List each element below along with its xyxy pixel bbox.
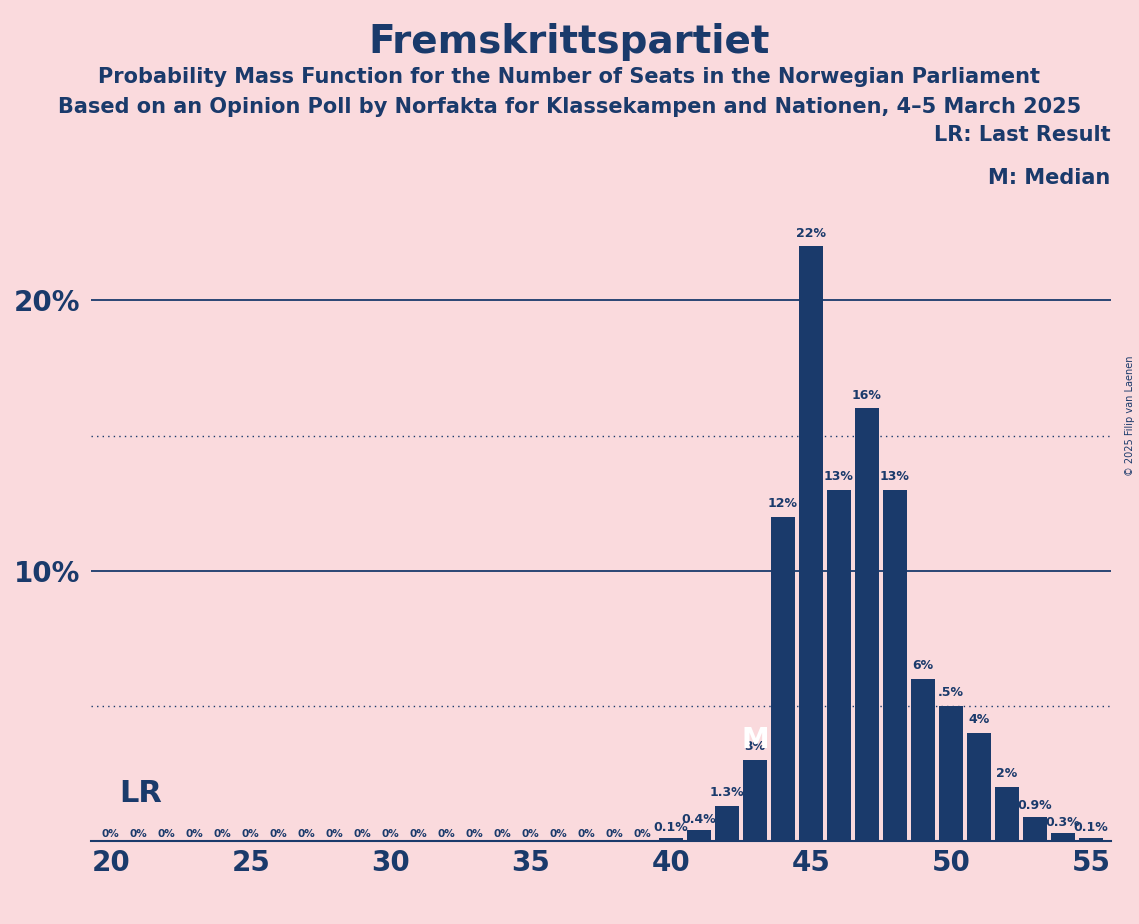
Text: 0%: 0% (494, 830, 511, 840)
Text: 13%: 13% (880, 469, 910, 482)
Bar (995, 787, 1018, 841)
Bar (855, 408, 879, 841)
Text: 0%: 0% (634, 830, 652, 840)
Text: M: M (741, 726, 769, 754)
Text: 0.9%: 0.9% (1017, 799, 1052, 812)
Text: 0%: 0% (522, 830, 540, 840)
Text: 0%: 0% (130, 830, 148, 840)
Text: LR: LR (120, 780, 162, 808)
Text: 0%: 0% (270, 830, 288, 840)
Text: 0.4%: 0.4% (681, 813, 716, 826)
Text: 0%: 0% (382, 830, 400, 840)
Text: 16%: 16% (852, 389, 882, 402)
Text: Probability Mass Function for the Number of Seats in the Norwegian Parliament: Probability Mass Function for the Number… (98, 67, 1041, 87)
Text: 0%: 0% (354, 830, 371, 840)
Bar (659, 838, 682, 841)
Text: 12%: 12% (768, 497, 797, 510)
Bar (1023, 817, 1047, 841)
Text: 0%: 0% (550, 830, 567, 840)
Bar (743, 760, 767, 841)
Bar (1051, 833, 1075, 841)
Text: 0%: 0% (101, 830, 120, 840)
Text: 2%: 2% (997, 767, 1017, 780)
Bar (1079, 838, 1103, 841)
Bar (798, 247, 822, 841)
Text: 0%: 0% (577, 830, 596, 840)
Text: © 2025 Filip van Laenen: © 2025 Filip van Laenen (1125, 356, 1134, 476)
Bar (967, 733, 991, 841)
Bar (939, 706, 962, 841)
Text: 13%: 13% (823, 469, 854, 482)
Text: 0%: 0% (437, 830, 456, 840)
Bar (911, 679, 935, 841)
Text: 0%: 0% (606, 830, 624, 840)
Text: 0%: 0% (410, 830, 427, 840)
Text: 0.3%: 0.3% (1046, 816, 1080, 829)
Text: 3%: 3% (744, 740, 765, 753)
Text: 0%: 0% (186, 830, 204, 840)
Text: 0%: 0% (466, 830, 484, 840)
Bar (687, 830, 711, 841)
Text: M: Median: M: Median (989, 168, 1111, 188)
Text: 4%: 4% (968, 713, 990, 726)
Text: 22%: 22% (796, 226, 826, 239)
Text: 0%: 0% (298, 830, 316, 840)
Text: 0.1%: 0.1% (654, 821, 688, 834)
Bar (771, 517, 795, 841)
Bar (715, 806, 739, 841)
Text: LR: Last Result: LR: Last Result (934, 125, 1111, 145)
Bar (827, 490, 851, 841)
Text: 0.1%: 0.1% (1074, 821, 1108, 834)
Text: Fremskrittspartiet: Fremskrittspartiet (369, 23, 770, 61)
Text: 6%: 6% (912, 659, 934, 672)
Text: Based on an Opinion Poll by Norfakta for Klassekampen and Nationen, 4–5 March 20: Based on an Opinion Poll by Norfakta for… (58, 97, 1081, 117)
Text: 0%: 0% (326, 830, 344, 840)
Text: 0%: 0% (241, 830, 260, 840)
Text: 0%: 0% (158, 830, 175, 840)
Text: .5%: .5% (937, 686, 964, 699)
Text: 0%: 0% (214, 830, 231, 840)
Bar (883, 490, 907, 841)
Text: 1.3%: 1.3% (710, 786, 744, 799)
